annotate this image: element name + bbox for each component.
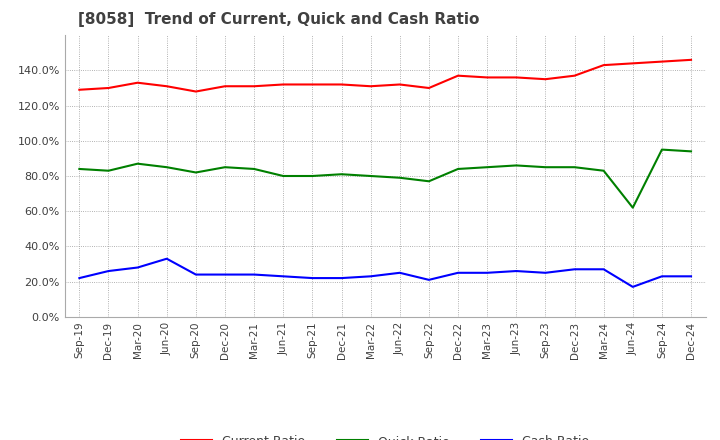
Cash Ratio (163, 256, 171, 261)
Cash Ratio (104, 268, 113, 274)
Current Ratio (75, 87, 84, 92)
Cash Ratio (541, 270, 550, 275)
Cash Ratio (599, 267, 608, 272)
Quick Ratio (308, 173, 317, 179)
Cash Ratio (133, 265, 142, 270)
Cash Ratio (657, 274, 666, 279)
Cash Ratio (629, 284, 637, 290)
Quick Ratio (133, 161, 142, 166)
Quick Ratio (599, 168, 608, 173)
Quick Ratio (75, 166, 84, 172)
Cash Ratio (512, 268, 521, 274)
Cash Ratio (308, 275, 317, 281)
Cash Ratio (425, 277, 433, 282)
Quick Ratio (163, 165, 171, 170)
Cash Ratio (454, 270, 462, 275)
Quick Ratio (512, 163, 521, 168)
Current Ratio (483, 75, 492, 80)
Current Ratio (541, 77, 550, 82)
Current Ratio (570, 73, 579, 78)
Quick Ratio (570, 165, 579, 170)
Quick Ratio (250, 166, 258, 172)
Quick Ratio (657, 147, 666, 152)
Cash Ratio (483, 270, 492, 275)
Current Ratio (220, 84, 229, 89)
Current Ratio (279, 82, 287, 87)
Cash Ratio (279, 274, 287, 279)
Cash Ratio (366, 274, 375, 279)
Text: [8058]  Trend of Current, Quick and Cash Ratio: [8058] Trend of Current, Quick and Cash … (78, 12, 479, 27)
Quick Ratio (192, 170, 200, 175)
Cash Ratio (192, 272, 200, 277)
Cash Ratio (337, 275, 346, 281)
Cash Ratio (687, 274, 696, 279)
Quick Ratio (366, 173, 375, 179)
Quick Ratio (337, 172, 346, 177)
Current Ratio (425, 85, 433, 91)
Cash Ratio (570, 267, 579, 272)
Current Ratio (250, 84, 258, 89)
Current Ratio (104, 85, 113, 91)
Current Ratio (687, 57, 696, 62)
Current Ratio (454, 73, 462, 78)
Cash Ratio (395, 270, 404, 275)
Line: Current Ratio: Current Ratio (79, 60, 691, 92)
Current Ratio (308, 82, 317, 87)
Current Ratio (657, 59, 666, 64)
Quick Ratio (629, 205, 637, 210)
Cash Ratio (220, 272, 229, 277)
Current Ratio (512, 75, 521, 80)
Cash Ratio (250, 272, 258, 277)
Quick Ratio (395, 175, 404, 180)
Current Ratio (192, 89, 200, 94)
Quick Ratio (425, 179, 433, 184)
Cash Ratio (75, 275, 84, 281)
Current Ratio (629, 61, 637, 66)
Quick Ratio (104, 168, 113, 173)
Line: Quick Ratio: Quick Ratio (79, 150, 691, 208)
Legend: Current Ratio, Quick Ratio, Cash Ratio: Current Ratio, Quick Ratio, Cash Ratio (176, 430, 594, 440)
Current Ratio (599, 62, 608, 68)
Quick Ratio (279, 173, 287, 179)
Current Ratio (133, 80, 142, 85)
Quick Ratio (483, 165, 492, 170)
Current Ratio (337, 82, 346, 87)
Quick Ratio (454, 166, 462, 172)
Current Ratio (366, 84, 375, 89)
Quick Ratio (220, 165, 229, 170)
Current Ratio (395, 82, 404, 87)
Quick Ratio (541, 165, 550, 170)
Line: Cash Ratio: Cash Ratio (79, 259, 691, 287)
Quick Ratio (687, 149, 696, 154)
Current Ratio (163, 84, 171, 89)
